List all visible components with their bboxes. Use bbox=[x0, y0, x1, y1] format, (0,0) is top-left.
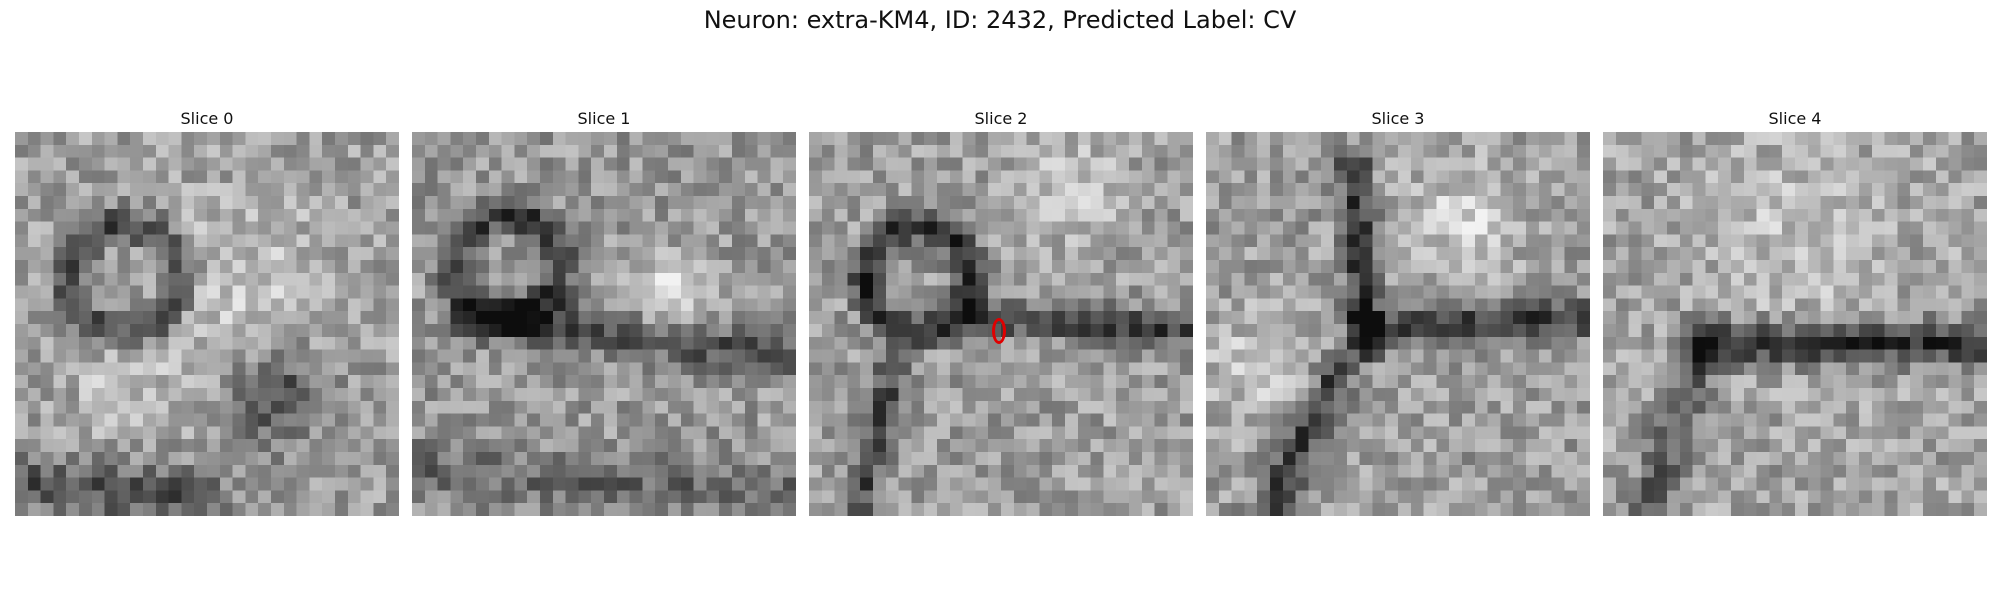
slice-image bbox=[1206, 132, 1590, 516]
slice-title: Slice 1 bbox=[577, 109, 631, 128]
slice-image bbox=[15, 132, 399, 516]
selected-neuron-marker bbox=[992, 318, 1006, 344]
slice-title: Slice 3 bbox=[1371, 109, 1425, 128]
slice-panel-2: Slice 2 bbox=[809, 108, 1193, 516]
slice-title: Slice 2 bbox=[974, 109, 1028, 128]
slice-panel-0: Slice 0 bbox=[15, 108, 399, 516]
slice-image bbox=[412, 132, 796, 516]
slice-panel-4: Slice 4 bbox=[1603, 108, 1987, 516]
slice-title: Slice 0 bbox=[180, 109, 234, 128]
page-title: Neuron: extra-KM4, ID: 2432, Predicted L… bbox=[703, 6, 1297, 34]
slice-image bbox=[1603, 132, 1987, 516]
slice-panel-3: Slice 3 bbox=[1206, 108, 1590, 516]
slice-panel-1: Slice 1 bbox=[412, 108, 796, 516]
slice-title: Slice 4 bbox=[1768, 109, 1822, 128]
